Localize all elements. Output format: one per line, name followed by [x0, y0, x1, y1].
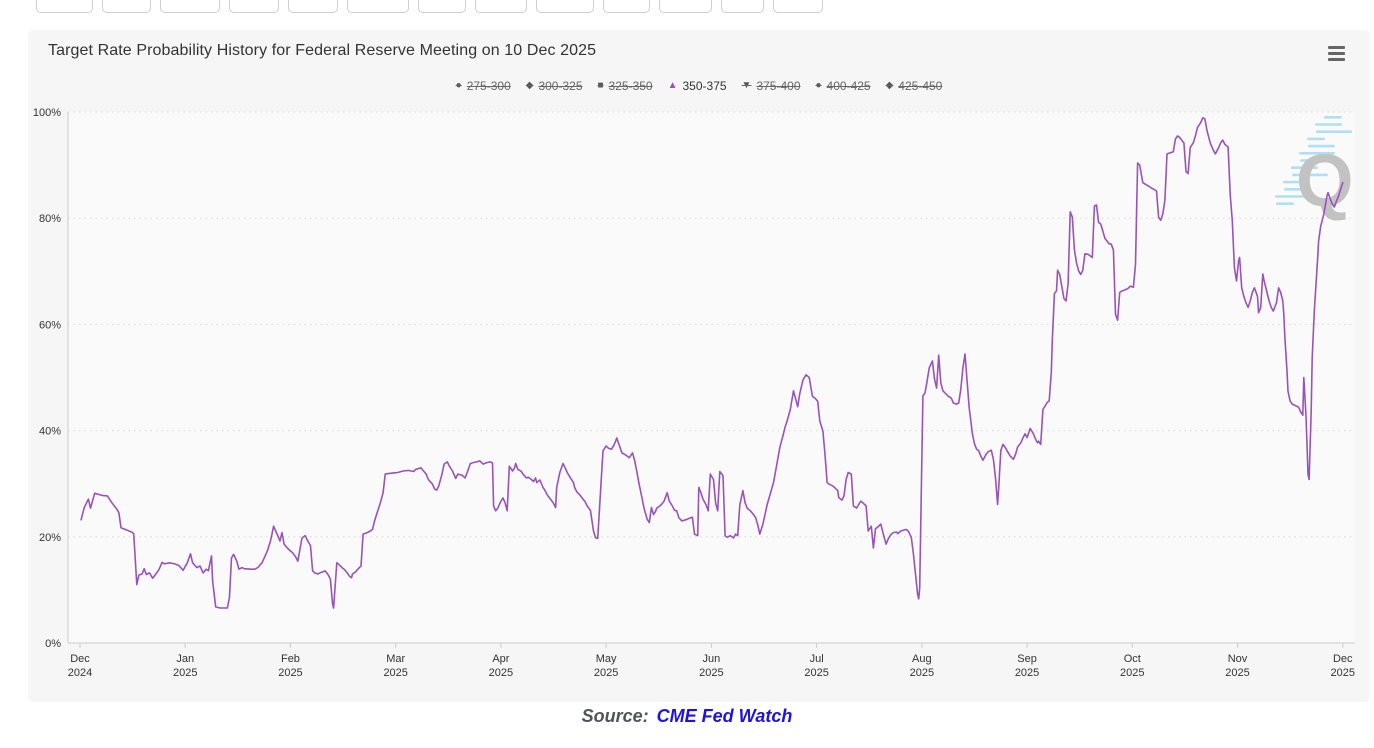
x-axis-label-year: 2025 [489, 667, 513, 679]
series-line-350-375 [80, 117, 1344, 609]
x-axis-label-month: Apr [492, 653, 509, 665]
source-label: Source: [581, 706, 649, 726]
y-axis-label: 0% [45, 638, 61, 650]
source-caption: Source: CME Fed Watch [0, 706, 1374, 727]
x-axis-label-year: 2025 [383, 667, 407, 679]
x-axis-label-year: 2025 [1015, 667, 1039, 679]
circle-marker-icon: ● [455, 80, 462, 91]
plot-area [68, 112, 1355, 643]
square-marker-icon: ■ [597, 80, 604, 91]
watermark-dash [1291, 166, 1318, 169]
legend-label: 275-300 [466, 79, 511, 93]
top-tab[interactable] [773, 0, 823, 13]
x-axis-label-month: Aug [912, 653, 932, 665]
x-axis-label-month: Dec [1333, 653, 1353, 665]
x-axis-label-year: 2025 [1331, 667, 1355, 679]
top-tab[interactable] [721, 0, 764, 13]
legend-label: 325-350 [608, 79, 653, 93]
watermark-dash [1299, 152, 1335, 155]
x-axis-label-month: Nov [1228, 653, 1248, 665]
top-tab[interactable] [418, 0, 466, 13]
top-tab[interactable] [102, 0, 151, 13]
legend-item-300-325[interactable]: ◆ 300-325 [526, 79, 583, 93]
watermark-dash [1300, 159, 1318, 162]
hamburger-bar [1328, 45, 1345, 49]
top-tab[interactable] [347, 0, 409, 13]
legend-item-275-300[interactable]: ● 275-300 [456, 79, 511, 93]
top-tab[interactable] [160, 0, 220, 13]
x-axis-label-year: 2025 [804, 667, 828, 679]
legend-item-400-425[interactable]: ● 400-425 [816, 79, 871, 93]
x-axis-label-year: 2025 [173, 667, 197, 679]
chart-legend: ● 275-300 ◆ 300-325 ■ 325-350 ▲ 350-375 ▼ 375-400… [28, 79, 1370, 93]
watermark-dash [1316, 130, 1352, 133]
chart-card: Target Rate Probability History for Fede… [28, 30, 1370, 702]
triangle-down-marker-icon: ▼ [741, 80, 752, 91]
legend-label: 300-325 [538, 79, 583, 93]
x-axis-label-month: May [596, 653, 617, 665]
y-axis-label: 60% [39, 319, 61, 331]
legend-label: 425-450 [898, 79, 943, 93]
x-axis-label-year: 2025 [1120, 667, 1144, 679]
y-axis-label: 40% [39, 426, 61, 438]
diamond-marker-icon: ◆ [885, 80, 894, 91]
circle-marker-icon: ● [815, 80, 822, 91]
x-axis-label-year: 2025 [910, 667, 934, 679]
watermark-dash [1308, 144, 1335, 148]
y-axis-label: 80% [39, 213, 61, 225]
legend-item-425-450[interactable]: ◆ 425-450 [886, 79, 943, 93]
diamond-marker-icon: ◆ [525, 80, 534, 91]
top-tab-row [36, 0, 823, 13]
x-axis-label-month: Jul [810, 653, 824, 665]
top-tab[interactable] [603, 0, 650, 13]
x-axis-label-year: 2025 [278, 667, 302, 679]
watermark-dash [1324, 116, 1342, 119]
top-tab[interactable] [475, 0, 527, 13]
x-axis-label-month: Jun [703, 653, 721, 665]
x-axis-label-month: Sep [1017, 653, 1037, 665]
source-link[interactable]: CME Fed Watch [656, 706, 793, 726]
watermark-dash [1276, 202, 1294, 205]
probability-line-chart: 0% 20% 40% 60% 80% 100% Dec 2024 Jan 2025 Feb 2025 M… [33, 107, 1355, 679]
top-tab[interactable] [229, 0, 279, 13]
top-tab[interactable] [659, 0, 712, 13]
legend-item-325-350[interactable]: ■ 325-350 [598, 79, 653, 93]
watermark-dash [1284, 188, 1311, 191]
y-axis-label: 100% [33, 107, 61, 119]
chart-title: Target Rate Probability History for Fede… [48, 42, 597, 59]
watermark-dash [1283, 180, 1301, 184]
watermark-dash [1275, 195, 1311, 198]
y-axis-label: 20% [39, 532, 61, 544]
x-axis-label-year: 2025 [1225, 667, 1249, 679]
x-axis-label-month: Jan [176, 653, 194, 665]
watermark-dash [1315, 123, 1342, 126]
hamburger-bar [1328, 57, 1345, 61]
legend-label: 375-400 [756, 79, 801, 93]
top-tab[interactable] [288, 0, 338, 13]
x-axis-label-month: Oct [1124, 653, 1141, 665]
x-axis-label-month: Feb [281, 653, 300, 665]
x-axis-label-year: 2024 [68, 667, 92, 679]
legend-item-350-375[interactable]: ▲ 350-375 [668, 79, 727, 93]
watermark-dash [1292, 173, 1328, 177]
top-tab[interactable] [536, 0, 594, 13]
x-axis-label-month: Mar [386, 653, 405, 665]
legend-label: 400-425 [826, 79, 871, 93]
legend-label: 350-375 [682, 79, 727, 93]
triangle-up-marker-icon: ▲ [667, 80, 678, 91]
hamburger-bar [1328, 51, 1345, 55]
hamburger-menu-icon[interactable] [1328, 42, 1352, 64]
legend-item-375-400[interactable]: ▼ 375-400 [742, 79, 801, 93]
watermark-dash [1307, 137, 1325, 141]
x-axis-label-month: Dec [70, 653, 90, 665]
x-axis-label-year: 2025 [699, 667, 723, 679]
x-axis-label-year: 2025 [594, 667, 618, 679]
top-tab[interactable] [36, 0, 93, 13]
